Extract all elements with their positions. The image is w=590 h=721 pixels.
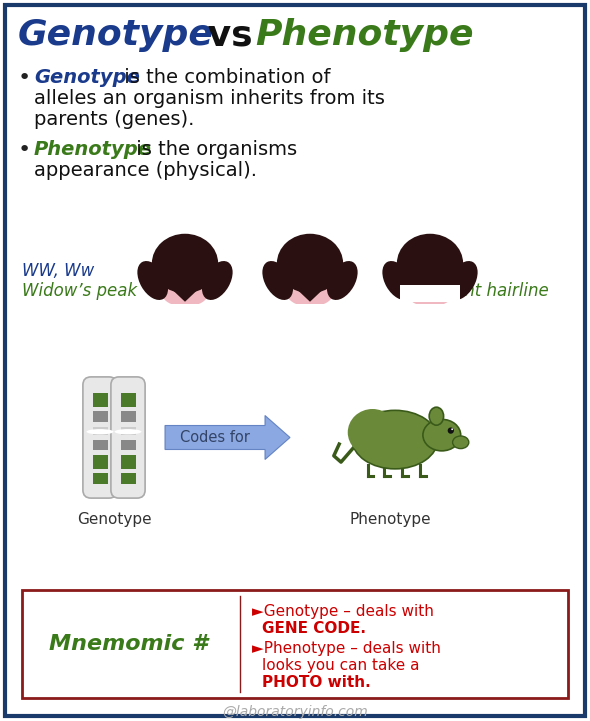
Ellipse shape (405, 275, 455, 307)
FancyBboxPatch shape (284, 304, 336, 329)
Ellipse shape (202, 261, 232, 300)
FancyBboxPatch shape (120, 473, 136, 484)
Ellipse shape (447, 261, 478, 300)
Ellipse shape (137, 261, 168, 300)
Text: alleles an organism inherits from its: alleles an organism inherits from its (34, 89, 385, 108)
Text: ►Phenotype – deals with: ►Phenotype – deals with (252, 642, 441, 656)
Polygon shape (170, 287, 200, 302)
Text: Phenotype: Phenotype (349, 512, 431, 527)
Text: ►Genotype – deals with: ►Genotype – deals with (252, 604, 434, 619)
Text: Genotype: Genotype (18, 18, 214, 52)
Text: vs: vs (195, 18, 266, 52)
Text: Phenotype: Phenotype (34, 140, 152, 159)
Ellipse shape (263, 261, 293, 300)
FancyBboxPatch shape (120, 411, 136, 422)
FancyBboxPatch shape (120, 440, 136, 450)
Text: Straight hairline: Straight hairline (415, 282, 549, 300)
Text: parents (genes).: parents (genes). (34, 110, 194, 129)
Text: Genotype: Genotype (77, 512, 151, 527)
Text: is the combination of: is the combination of (118, 68, 330, 87)
FancyBboxPatch shape (93, 473, 107, 484)
FancyBboxPatch shape (159, 304, 211, 329)
Polygon shape (165, 415, 290, 459)
Ellipse shape (453, 436, 469, 448)
Ellipse shape (160, 275, 209, 307)
Ellipse shape (277, 234, 343, 293)
FancyBboxPatch shape (5, 5, 585, 716)
Ellipse shape (352, 410, 438, 469)
Ellipse shape (423, 420, 461, 451)
Text: is the organisms: is the organisms (130, 140, 297, 159)
Text: •: • (18, 68, 31, 88)
FancyBboxPatch shape (405, 304, 455, 329)
Circle shape (448, 428, 454, 434)
FancyBboxPatch shape (22, 590, 568, 698)
Text: ww: ww (445, 262, 472, 280)
FancyBboxPatch shape (93, 440, 107, 450)
FancyBboxPatch shape (93, 411, 107, 422)
Circle shape (451, 428, 453, 430)
FancyBboxPatch shape (400, 285, 460, 302)
FancyBboxPatch shape (120, 394, 136, 407)
Ellipse shape (397, 234, 463, 293)
Text: @laboratoryinfo.com: @laboratoryinfo.com (222, 705, 368, 719)
FancyBboxPatch shape (120, 456, 136, 469)
Ellipse shape (114, 429, 142, 434)
Text: PHOTO with.: PHOTO with. (262, 676, 371, 691)
FancyBboxPatch shape (111, 377, 145, 498)
Text: WW, Ww: WW, Ww (22, 262, 94, 280)
Text: Genotype: Genotype (34, 68, 140, 87)
Text: GENE CODE.: GENE CODE. (262, 621, 366, 636)
Ellipse shape (327, 261, 358, 300)
Ellipse shape (152, 234, 218, 293)
Ellipse shape (87, 429, 113, 434)
Ellipse shape (382, 261, 413, 300)
FancyBboxPatch shape (120, 427, 136, 435)
Text: appearance (physical).: appearance (physical). (34, 161, 257, 180)
Ellipse shape (348, 409, 397, 456)
FancyBboxPatch shape (93, 394, 107, 407)
Text: •: • (18, 140, 31, 160)
FancyBboxPatch shape (93, 456, 107, 469)
Polygon shape (294, 287, 325, 302)
Text: looks you can take a: looks you can take a (262, 658, 419, 673)
Text: Mnemomic #: Mnemomic # (48, 634, 207, 654)
Text: Codes for: Codes for (180, 430, 250, 445)
Ellipse shape (286, 275, 335, 307)
Text: Phenotype: Phenotype (255, 18, 474, 52)
Text: Widow’s peak: Widow’s peak (22, 282, 137, 300)
FancyBboxPatch shape (83, 377, 117, 498)
Ellipse shape (429, 407, 444, 425)
FancyBboxPatch shape (93, 427, 107, 435)
